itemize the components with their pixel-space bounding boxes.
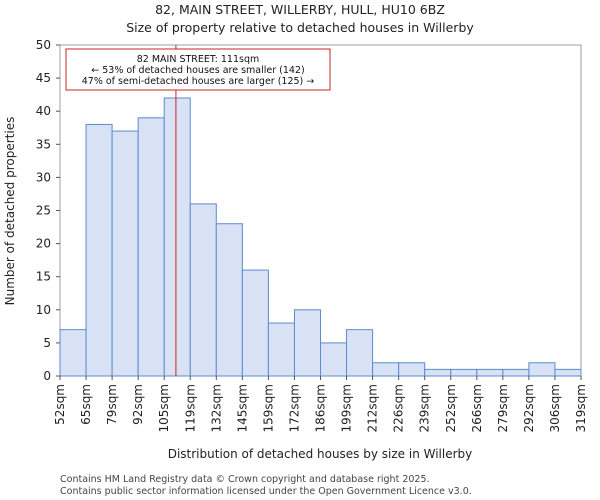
- y-tick-label: 20: [36, 237, 51, 251]
- chart-title: 82, MAIN STREET, WILLERBY, HULL, HU10 6B…: [155, 2, 445, 17]
- histogram-bar: [85, 123, 113, 377]
- x-tick-label: 292sqm: [522, 384, 536, 432]
- histogram-bar: [372, 362, 400, 377]
- x-tick-label: 132sqm: [209, 384, 223, 432]
- histogram-bar: [424, 368, 452, 377]
- x-axis-label: Distribution of detached houses by size …: [168, 447, 473, 461]
- footer-line-1: Contains HM Land Registry data © Crown c…: [60, 474, 430, 485]
- histogram-bar: [163, 97, 191, 377]
- footer-line-2: Contains public sector information licen…: [60, 486, 472, 497]
- histogram-bar: [502, 368, 530, 377]
- bars-group: [59, 97, 582, 377]
- y-tick-label: 30: [36, 170, 51, 184]
- x-tick-label: 65sqm: [79, 384, 93, 425]
- y-tick-label: 35: [36, 137, 51, 151]
- histogram-bar: [241, 269, 269, 377]
- x-tick-label: 145sqm: [235, 384, 249, 432]
- chart-subtitle: Size of property relative to detached ho…: [126, 20, 474, 35]
- histogram-bar: [137, 117, 165, 377]
- y-axis-ticks: 0 5 10 15 20 25 30 35 40 45 50: [36, 38, 60, 383]
- x-tick-label: 279sqm: [496, 384, 510, 432]
- histogram-bar: [528, 362, 556, 377]
- histogram-bar: [320, 342, 348, 377]
- x-tick-label: 226sqm: [392, 384, 406, 432]
- histogram-bar: [293, 309, 322, 377]
- x-tick-label: 52sqm: [53, 384, 67, 425]
- y-tick-label: 45: [36, 71, 51, 85]
- y-tick-label: 0: [43, 369, 51, 383]
- x-tick-label: 159sqm: [261, 384, 275, 432]
- x-tick-label: 186sqm: [314, 384, 328, 432]
- y-tick-label: 10: [36, 303, 51, 317]
- y-tick-label: 5: [43, 336, 51, 350]
- x-tick-label: 79sqm: [105, 384, 119, 425]
- histogram-bar: [476, 368, 504, 377]
- annotation-line-3: 47% of semi-detached houses are larger (…: [82, 76, 315, 87]
- histogram-bar: [267, 322, 295, 377]
- x-tick-label: 172sqm: [287, 384, 301, 432]
- x-tick-label: 239sqm: [418, 384, 432, 432]
- y-tick-label: 15: [36, 270, 51, 284]
- y-axis-label: Number of detached properties: [3, 117, 17, 306]
- x-tick-label: 319sqm: [574, 384, 588, 432]
- y-tick-label: 25: [36, 204, 51, 218]
- histogram-bar: [215, 223, 243, 377]
- x-tick-label: 119sqm: [183, 384, 197, 432]
- histogram-bar: [59, 329, 87, 377]
- x-tick-label: 199sqm: [340, 384, 354, 432]
- y-tick-label: 50: [36, 38, 51, 52]
- x-tick-label: 266sqm: [470, 384, 484, 432]
- plot-area: 0 5 10 15 20 25 30 35 40 45 50 52sqm 65sqm 79sqm 92sq…: [36, 38, 588, 432]
- annotation-box: 82 MAIN STREET: 111sqm ← 53% of detached…: [65, 48, 331, 91]
- x-tick-label: 212sqm: [366, 384, 380, 432]
- histogram-bar: [450, 368, 478, 377]
- histogram-bar: [189, 203, 217, 377]
- annotation-line-2: ← 53% of detached houses are smaller (14…: [91, 65, 304, 76]
- x-tick-label: 105sqm: [157, 384, 171, 432]
- annotation-frame: [65, 48, 331, 91]
- histogram-bar: [346, 329, 374, 377]
- x-axis-ticks: 52sqm 65sqm 79sqm 92sqm 105sqm 119sqm 132sqm 14…: [53, 376, 588, 432]
- x-tick-label: 306sqm: [548, 384, 562, 432]
- x-tick-label: 92sqm: [131, 384, 145, 425]
- y-tick-label: 40: [36, 104, 51, 118]
- histogram-bar: [554, 368, 582, 377]
- histogram-bar: [398, 362, 426, 377]
- histogram-bar: [111, 130, 139, 377]
- x-tick-label: 252sqm: [444, 384, 458, 432]
- annotation-line-1: 82 MAIN STREET: 111sqm: [137, 54, 260, 65]
